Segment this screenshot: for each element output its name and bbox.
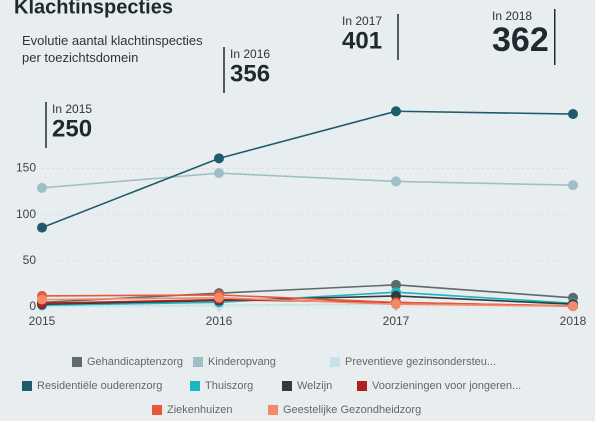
- chart-subtitle: Evolutie aantal klachtinspecties per toe…: [22, 33, 203, 65]
- point: [568, 180, 578, 191]
- legend-swatch: [357, 381, 367, 391]
- y-tick-label: 150: [16, 161, 36, 175]
- series-line: [41, 110, 574, 229]
- legend-swatch: [190, 381, 200, 391]
- point: [37, 222, 47, 233]
- legend-label: Welzijn: [297, 380, 332, 392]
- legend-label: Voorzieningen voor jongeren...: [372, 380, 521, 392]
- point: [214, 292, 224, 303]
- series-line: [41, 172, 574, 189]
- legend-label: Residentiële ouderenzorg: [37, 380, 162, 392]
- legend-label: Ziekenhuizen: [167, 404, 232, 416]
- y-tick-label: 100: [16, 207, 36, 221]
- y-tick-label: 50: [23, 253, 37, 267]
- series-line: [41, 291, 574, 306]
- annotation-value: 401: [342, 27, 382, 54]
- legend-swatch: [268, 405, 278, 415]
- y-tick-label: 0: [29, 299, 36, 313]
- series-line: [41, 296, 574, 307]
- legend-swatch: [22, 381, 32, 391]
- legend-swatch: [152, 405, 162, 415]
- point: [214, 153, 224, 164]
- annotation-value: 250: [52, 115, 92, 142]
- point: [568, 109, 578, 120]
- legend-swatch: [330, 357, 340, 367]
- legend-label: Geestelijke Gezondheidzorg: [283, 404, 421, 416]
- point: [37, 182, 47, 193]
- point: [391, 106, 401, 117]
- legend-label: Preventieve gezinsondersteu...: [345, 356, 496, 368]
- point: [391, 299, 401, 310]
- series-line: [41, 284, 574, 304]
- annotation-label: In 2017: [342, 14, 382, 28]
- legend-label: Gehandicaptenzorg: [87, 356, 183, 368]
- legend-swatch: [72, 357, 82, 367]
- point: [214, 168, 224, 179]
- legend-label: Thuiszorg: [205, 380, 253, 392]
- annotation-value: 362: [492, 21, 549, 59]
- annotation-label: In 2018: [492, 9, 532, 23]
- annotation-label: In 2016: [230, 47, 270, 61]
- legend-label: Kinderopvang: [208, 356, 276, 368]
- series-line: [41, 294, 574, 307]
- point: [37, 294, 47, 305]
- chart-title: Klachtinspecties: [14, 0, 173, 18]
- x-tick-label: 2015: [29, 314, 56, 328]
- legend-swatch: [282, 381, 292, 391]
- legend-swatch: [193, 357, 203, 367]
- x-tick-label: 2018: [560, 314, 587, 328]
- subtitle-box: Evolutie aantal klachtinspecties per toe…: [22, 33, 203, 65]
- x-tick-label: 2017: [383, 314, 410, 328]
- point: [391, 279, 401, 290]
- point: [391, 176, 401, 187]
- point: [568, 301, 578, 312]
- annotation-value: 356: [230, 60, 270, 87]
- annotation-label: In 2015: [52, 102, 92, 116]
- x-tick-label: 2016: [206, 314, 233, 328]
